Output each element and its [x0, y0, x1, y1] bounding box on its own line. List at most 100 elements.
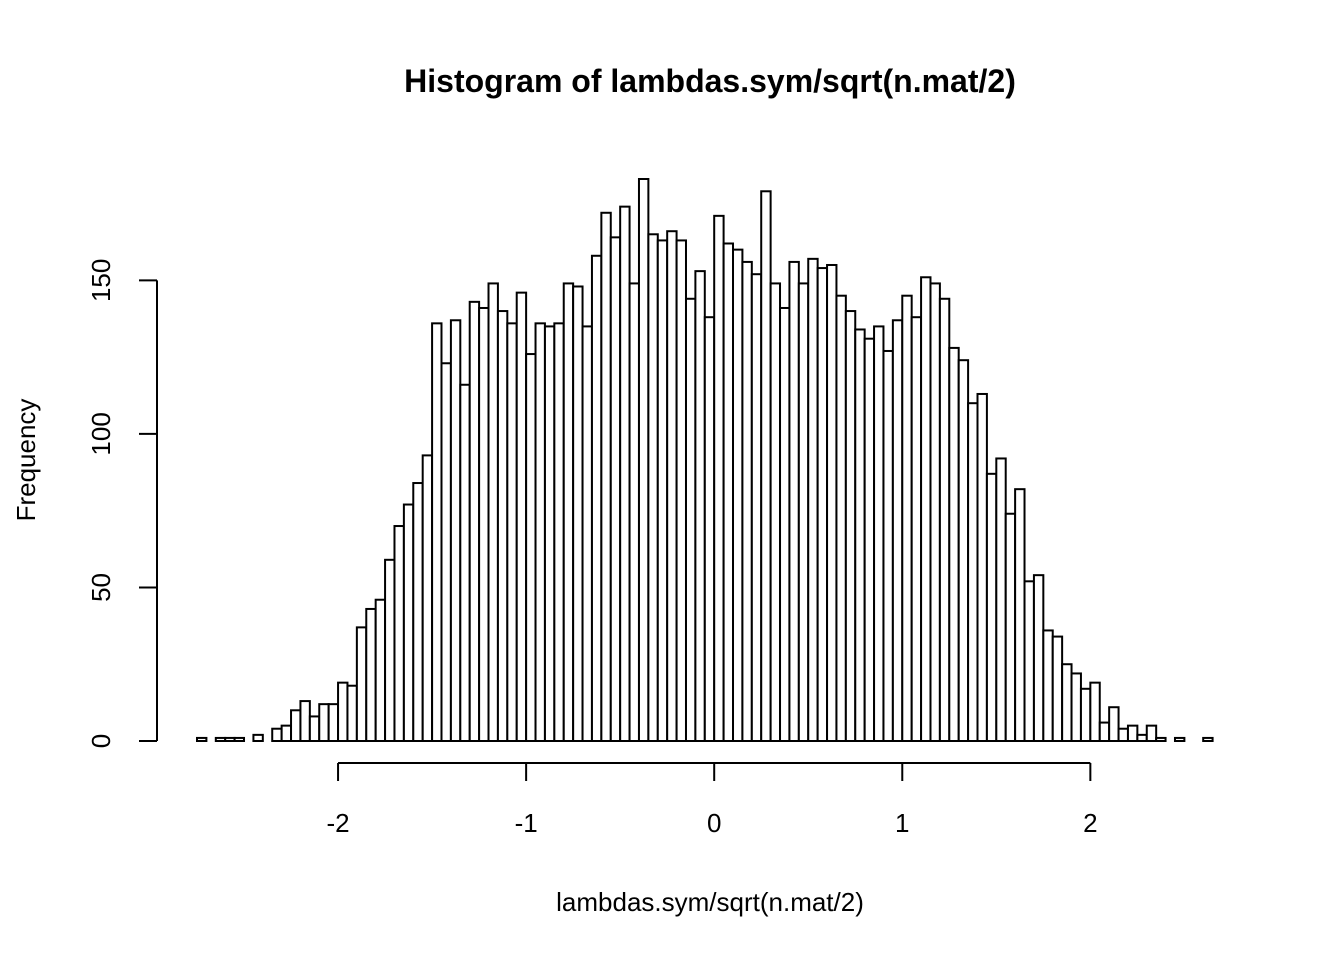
histogram-bar — [985, 472, 998, 742]
histogram-bar — [722, 242, 735, 743]
histogram-bar — [1051, 635, 1064, 743]
x-tick-label: -1 — [515, 808, 538, 838]
histogram-bar — [214, 736, 227, 742]
x-tick-label: 2 — [1083, 808, 1097, 838]
histogram-bar — [750, 273, 763, 742]
histogram-bar — [196, 736, 208, 742]
y-tick-label: 0 — [86, 734, 116, 748]
histogram-bar — [854, 328, 866, 742]
chart-title: Histogram of lambdas.sym/sqrt(n.mat/2) — [404, 63, 1016, 99]
y-axis-label: Frequency — [11, 399, 41, 522]
histogram-bar — [647, 233, 659, 742]
histogram-bar — [1126, 724, 1139, 743]
histogram-bar — [901, 294, 913, 742]
histogram-bar — [1032, 574, 1045, 742]
histogram-bar — [920, 276, 932, 742]
histogram-bar — [308, 715, 321, 742]
histogram-bar — [440, 362, 452, 742]
histogram-bar — [318, 703, 330, 743]
histogram-bar — [741, 260, 753, 742]
x-tick-label: -2 — [326, 808, 349, 838]
histogram-bar — [995, 457, 1007, 742]
histogram-bar — [835, 294, 847, 742]
histogram-bar — [609, 236, 622, 742]
histogram-bar — [384, 558, 396, 742]
histogram-bar — [346, 684, 358, 742]
histogram-bars — [196, 178, 1214, 743]
y-axis: 0 50 100 150 — [86, 259, 158, 748]
histogram-bar — [891, 319, 904, 742]
histogram-bar — [1079, 687, 1092, 742]
histogram-bar — [402, 503, 415, 742]
histogram-bar — [572, 285, 584, 742]
histogram-bar — [1004, 512, 1017, 742]
histogram-bar — [431, 322, 443, 742]
histogram-bar — [1117, 727, 1129, 742]
histogram-bar — [967, 402, 979, 742]
histogram-bar — [769, 282, 782, 742]
histogram-bar — [600, 211, 612, 742]
histogram-bar — [1098, 721, 1111, 743]
x-axis: -2 -1 0 1 2 — [326, 762, 1098, 838]
histogram-bar — [713, 214, 725, 743]
histogram-bar — [797, 282, 810, 742]
histogram-bar — [957, 359, 970, 742]
histogram-bar — [844, 310, 857, 742]
histogram-bar — [1023, 580, 1035, 742]
histogram-bar — [807, 257, 819, 742]
histogram-bar — [337, 681, 349, 743]
histogram-bar — [873, 325, 885, 742]
y-tick-label: 150 — [86, 259, 116, 302]
histogram-bar — [816, 267, 829, 742]
histogram-bar — [468, 300, 481, 742]
histogram-bar — [788, 260, 800, 742]
histogram-bar — [355, 626, 368, 742]
histogram-bar — [675, 239, 687, 742]
histogram-bar — [1070, 672, 1082, 742]
histogram-bar — [224, 736, 236, 742]
histogram-bar — [515, 291, 528, 742]
x-tick-label: 0 — [707, 808, 721, 838]
histogram-bar — [478, 306, 490, 742]
histogram-bar — [976, 392, 988, 742]
histogram-bar — [1202, 736, 1214, 742]
histogram-bar — [534, 322, 546, 742]
histogram-bar — [393, 525, 405, 743]
histogram-bar — [1042, 629, 1054, 742]
histogram-bar — [628, 282, 640, 742]
y-tick-label: 100 — [86, 412, 116, 455]
histogram-bar — [882, 349, 894, 742]
histogram-bar — [280, 724, 293, 743]
y-tick-label: 50 — [86, 573, 116, 602]
histogram-bar — [271, 727, 283, 742]
histogram-bar — [365, 607, 377, 743]
histogram-bar — [421, 454, 434, 742]
histogram-bar — [506, 322, 518, 742]
histogram-bar — [233, 736, 246, 742]
histogram-bar — [948, 346, 960, 742]
histogram-bar — [703, 316, 716, 742]
histogram-bar — [590, 254, 603, 742]
histogram-bar — [826, 263, 838, 742]
histogram-bar — [581, 325, 593, 742]
histogram-bar — [732, 248, 744, 742]
histogram-bar — [1089, 681, 1101, 743]
histogram-bar — [1173, 736, 1186, 742]
histogram-bar — [694, 270, 706, 742]
histogram-bar — [553, 322, 565, 742]
histogram-bar — [1155, 736, 1167, 742]
histogram-bar — [299, 700, 311, 743]
histogram-bar — [1108, 706, 1120, 742]
histogram-bar — [525, 353, 537, 742]
histogram-bar — [938, 297, 951, 742]
histogram-bar — [863, 337, 876, 742]
histogram-bar — [543, 325, 556, 742]
histogram-bar — [1014, 488, 1026, 743]
histogram-bar — [327, 703, 340, 743]
histogram-bar — [496, 310, 509, 742]
histogram-bar — [1145, 724, 1158, 743]
histogram-bar — [252, 733, 264, 742]
histogram-bar — [910, 316, 923, 742]
histogram-bar — [684, 297, 697, 742]
